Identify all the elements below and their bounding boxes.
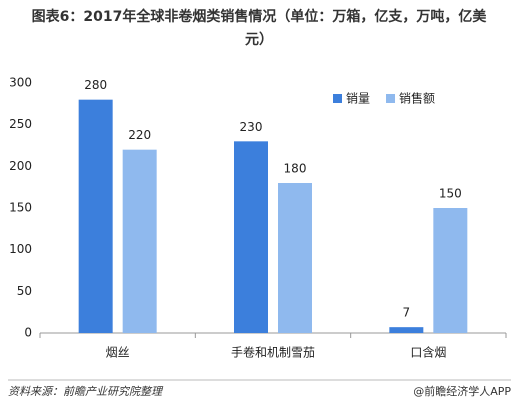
value-label: 220 <box>128 128 151 142</box>
value-label: 230 <box>240 120 263 134</box>
legend-swatch <box>333 94 342 103</box>
bar <box>433 208 468 333</box>
bar <box>122 149 157 333</box>
brand: @前瞻经济学人APP <box>413 384 511 398</box>
y-tick-label: 0 <box>24 326 32 340</box>
bar <box>234 141 268 333</box>
y-tick-label: 50 <box>17 284 32 298</box>
y-tick-label: 100 <box>9 242 32 256</box>
value-label: 280 <box>84 78 107 92</box>
bar <box>389 327 424 333</box>
x-tick-label: 烟丝 <box>106 346 130 360</box>
legend-swatch <box>386 94 396 103</box>
value-label: 180 <box>284 162 307 176</box>
y-tick-label: 200 <box>9 159 32 173</box>
x-tick-label: 手卷和机制雪茄 <box>231 345 315 360</box>
bar <box>278 183 312 333</box>
value-label: 7 <box>403 306 411 320</box>
y-tick-label: 300 <box>9 76 32 90</box>
legend-label: 销量 <box>346 92 370 106</box>
bar <box>78 99 113 334</box>
source: 资料来源：前瞻产业研究院整理 <box>8 385 164 398</box>
y-tick-label: 150 <box>9 201 32 215</box>
chart-title: 图表6：2017年全球非卷烟类销售情况（单位：万箱，亿支，万吨，亿美元） <box>31 9 487 48</box>
y-tick-label: 250 <box>9 117 32 131</box>
legend-label: 销售额 <box>399 91 435 106</box>
x-tick-label: 口含烟 <box>410 345 446 360</box>
value-label: 150 <box>439 187 462 201</box>
